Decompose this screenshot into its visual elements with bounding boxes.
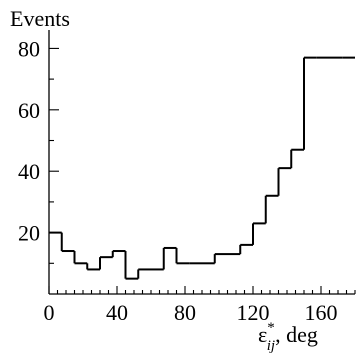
histogram-steps xyxy=(49,56,355,280)
x-tick-label: 80 xyxy=(174,300,196,325)
x-tick-label: 0 xyxy=(44,300,55,325)
x-axis-label-symbol: ε xyxy=(258,322,267,347)
y-tick-label: 40 xyxy=(18,159,40,184)
x-tick-label: 40 xyxy=(106,300,128,325)
x-axis-label: ε* ij, deg xyxy=(258,320,318,354)
y-tick-label: 20 xyxy=(18,221,40,246)
tick-labels: 0 40 80 120 160 20 40 60 80 xyxy=(18,36,338,325)
x-tick-label: 120 xyxy=(237,300,270,325)
x-axis-label-sup: * xyxy=(267,320,275,336)
axes xyxy=(48,30,355,295)
y-tick-label: 80 xyxy=(18,36,40,61)
x-axis-label-sub: ij xyxy=(267,338,275,354)
x-tick-label: 160 xyxy=(305,300,338,325)
x-axis-label-unit: , deg xyxy=(275,322,318,347)
y-tick-label: 60 xyxy=(18,98,40,123)
y-axis-label: Events xyxy=(10,6,70,31)
ticks xyxy=(48,47,356,294)
